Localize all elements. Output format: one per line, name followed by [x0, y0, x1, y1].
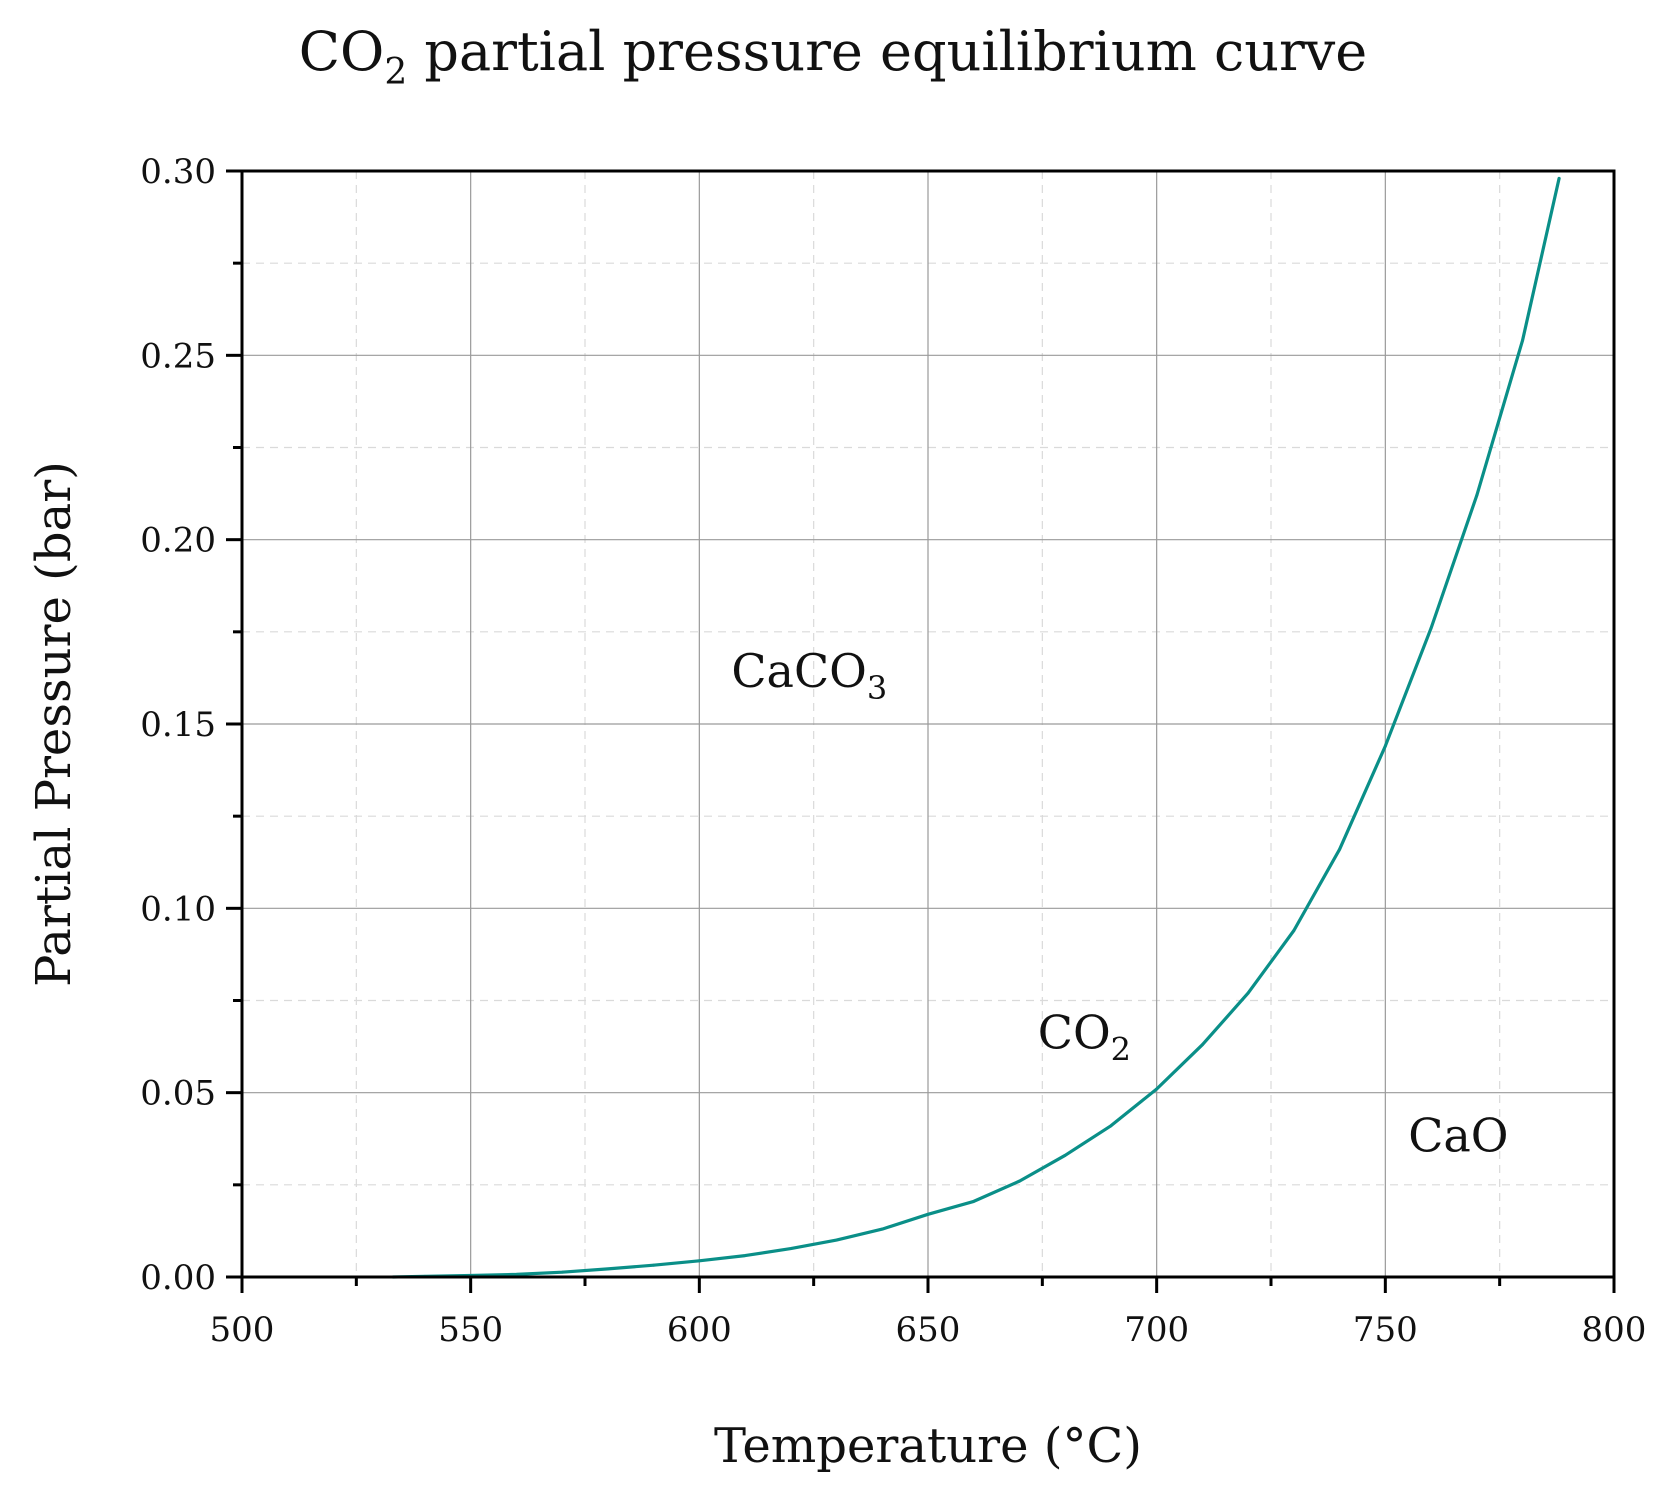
axis-ticks: [226, 169, 1616, 1293]
y-tick-label: 0.25: [140, 336, 216, 376]
region-label: CaCO3: [731, 644, 887, 707]
data-point: [697, 1259, 701, 1263]
data-point: [789, 1247, 793, 1251]
data-point: [1383, 744, 1387, 748]
region-label: CaO: [1408, 1109, 1508, 1163]
x-tick-label: 700: [1124, 1310, 1189, 1350]
data-point: [880, 1227, 884, 1231]
x-tick-label: 800: [1582, 1310, 1647, 1350]
data-point: [926, 1212, 930, 1216]
data-point: [606, 1267, 610, 1271]
data-point: [1246, 991, 1250, 995]
data-point: [1063, 1153, 1067, 1157]
x-tick-label: 650: [896, 1310, 961, 1350]
chart-title-subscript: 2: [384, 52, 407, 93]
y-tick-label: 0.00: [140, 1258, 216, 1298]
data-point: [835, 1238, 838, 1242]
data-point: [1557, 176, 1561, 180]
y-tick-label: 0.15: [140, 705, 216, 745]
series-line-co2-equilibrium: [391, 176, 1561, 1279]
x-tick-labels: 500 550 600 650 700 750 800: [210, 1310, 1647, 1350]
x-tick-label: 750: [1353, 1310, 1418, 1350]
y-tick-label: 0.30: [140, 152, 216, 192]
data-point: [1292, 929, 1296, 932]
region-label-subscript: 2: [1111, 1030, 1131, 1068]
x-tick-label: 550: [438, 1310, 503, 1350]
region-label: CO2: [1038, 1005, 1131, 1068]
data-point: [515, 1273, 518, 1276]
major-gridlines: [242, 171, 1614, 1277]
data-point: [1201, 1043, 1204, 1047]
y-axis-label: Partial Pressure (bar): [26, 461, 82, 987]
region-annotations: CaCO3 CO2 CaO: [731, 644, 1508, 1163]
data-point: [1338, 847, 1341, 851]
y-tick-labels: 0.00 0.05 0.10 0.15 0.20 0.25 0.30: [140, 152, 216, 1298]
data-point: [743, 1254, 747, 1258]
y-tick-label: 0.05: [140, 1074, 216, 1114]
data-point: [1429, 626, 1433, 630]
y-tick-label: 0.10: [140, 889, 216, 929]
data-point: [560, 1270, 564, 1274]
region-label-subscript: 3: [867, 669, 887, 707]
plot-frame: [240, 169, 1616, 1279]
chart-title: CO2 partial pressure equilibrium curve: [299, 20, 1368, 93]
data-point: [1475, 494, 1479, 497]
data-point: [1521, 339, 1524, 342]
data-point: [972, 1200, 976, 1203]
x-axis-label: Temperature (°C): [714, 1418, 1142, 1474]
y-tick-label: 0.20: [140, 521, 216, 561]
data-point: [1018, 1179, 1021, 1183]
x-tick-label: 500: [210, 1310, 275, 1350]
data-point: [1109, 1124, 1113, 1128]
x-tick-label: 600: [667, 1310, 732, 1350]
data-point: [1155, 1087, 1159, 1091]
data-point: [652, 1263, 655, 1267]
